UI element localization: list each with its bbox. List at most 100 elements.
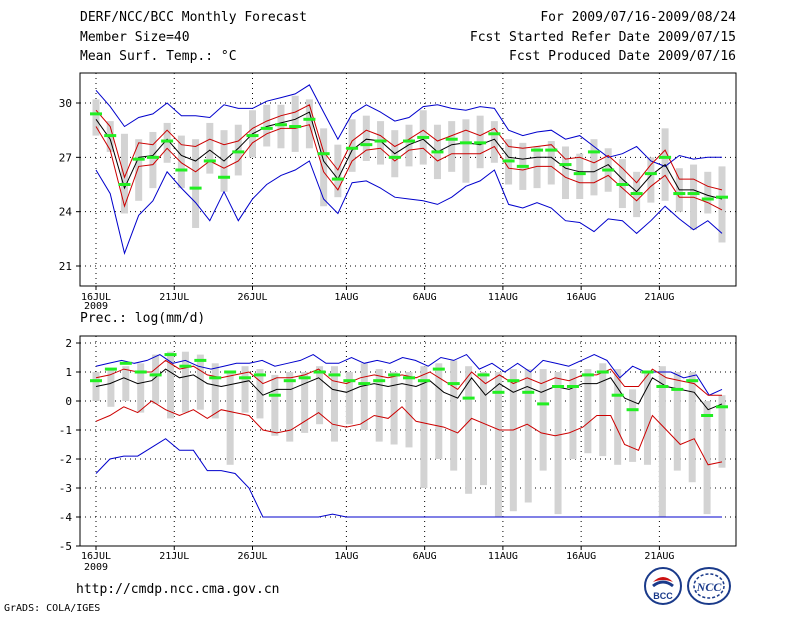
temp-median-mark bbox=[673, 192, 686, 196]
prec-spread-box bbox=[494, 372, 502, 517]
temp-ytick-label: 21 bbox=[59, 260, 72, 273]
temp-median-mark bbox=[218, 175, 231, 179]
prec-median-mark bbox=[209, 376, 222, 380]
prec-ytick-label: 0 bbox=[65, 395, 72, 408]
prec-median-mark bbox=[194, 358, 207, 362]
temp-spread-box bbox=[348, 119, 356, 172]
temp-median-mark bbox=[274, 123, 287, 127]
temp-median-mark bbox=[502, 159, 515, 163]
temp-xtick-label: 16AUG bbox=[566, 292, 596, 303]
prec-xtick-label: 6AUG bbox=[413, 551, 437, 562]
temp-median-mark bbox=[189, 186, 202, 190]
prec-xtick-label: 26JUL bbox=[237, 551, 267, 562]
prec-median-mark bbox=[388, 373, 401, 377]
temp-median-mark bbox=[573, 172, 586, 176]
prec-median-mark bbox=[566, 385, 579, 388]
prec-median-mark bbox=[581, 373, 594, 377]
prec-median-mark bbox=[611, 393, 624, 397]
prec-ytick-label: -5 bbox=[59, 540, 72, 553]
temp-median-mark bbox=[289, 125, 302, 129]
prec-median-mark bbox=[328, 373, 341, 377]
prec-median-mark bbox=[134, 370, 147, 374]
temp-median-mark bbox=[531, 148, 544, 152]
prec-median-mark bbox=[179, 364, 192, 368]
prec-panel-group: -5 -4 -3 -2 -1 0 1 2 16JUL 21JUL 26JUL 1AUG 6AUG 11AU… bbox=[59, 311, 737, 573]
prec-median-mark bbox=[552, 385, 565, 388]
prec-spread-box bbox=[211, 363, 219, 419]
prec-spread-box bbox=[256, 369, 264, 419]
prec-spread-box bbox=[435, 363, 443, 459]
prec-xtick-label: 11AUG bbox=[488, 551, 518, 562]
temp-spread-box bbox=[291, 95, 299, 152]
prec-median-mark bbox=[403, 376, 415, 380]
temp-median-mark bbox=[303, 117, 316, 121]
temp-spread-box bbox=[362, 115, 370, 161]
temp-median-mark bbox=[403, 139, 415, 143]
prec-spread-box bbox=[286, 372, 294, 442]
temp-median-mark bbox=[687, 192, 700, 196]
prec-spread-box bbox=[345, 372, 353, 425]
prec-spread-box bbox=[509, 369, 517, 512]
temp-spread-box bbox=[234, 124, 242, 176]
prec-spread-box bbox=[658, 366, 666, 517]
prec-median-mark bbox=[373, 379, 386, 383]
prec-ytick-label: -2 bbox=[59, 453, 72, 466]
temp-median-mark bbox=[232, 150, 245, 154]
prec-series-mean bbox=[95, 368, 723, 411]
prec-spread-box bbox=[569, 369, 577, 459]
prec-median-mark bbox=[268, 393, 281, 397]
prec-median-mark bbox=[119, 361, 132, 365]
bcc-logo-text: BCC bbox=[653, 591, 673, 601]
prec-ytick-label: 1 bbox=[65, 366, 72, 379]
prec-spread-box bbox=[554, 372, 562, 515]
temp-ytick-label: 24 bbox=[59, 206, 73, 219]
prec-spread-box bbox=[703, 401, 711, 515]
temp-spread-box bbox=[135, 139, 143, 201]
prec-spread-box bbox=[360, 363, 368, 430]
prec-median-mark bbox=[716, 405, 728, 409]
temp-spread-box bbox=[704, 171, 712, 214]
prec-plot-frame bbox=[79, 335, 737, 547]
temp-median-mark bbox=[659, 155, 672, 159]
prec-spread-box bbox=[316, 366, 324, 425]
temp-median-mark bbox=[175, 168, 188, 172]
prec-spread-box bbox=[181, 351, 189, 413]
prec-median-mark bbox=[701, 414, 714, 417]
prec-median-mark bbox=[104, 367, 117, 371]
temp-median-mark bbox=[161, 139, 174, 143]
bcc-logo: BCC bbox=[644, 567, 682, 605]
prec-spread-box bbox=[480, 372, 488, 486]
prec-spread-box bbox=[241, 366, 249, 413]
prec-series-p10 bbox=[95, 400, 723, 466]
prec-xtick-label: 21AUG bbox=[644, 551, 674, 562]
temp-median-mark bbox=[602, 168, 615, 172]
temp-spread-box bbox=[562, 146, 569, 199]
prec-panel-title: Prec.: log(mm/d) bbox=[80, 311, 205, 326]
prec-spread-box bbox=[465, 366, 473, 494]
prec-spread-box bbox=[226, 372, 234, 465]
temp-median-mark bbox=[132, 157, 145, 161]
temp-spread-box bbox=[547, 141, 555, 185]
prec-spread-box bbox=[167, 351, 175, 419]
forecast-produced-date: Fcst Produced Date 2009/07/16 bbox=[509, 49, 736, 64]
prec-median-mark bbox=[477, 373, 490, 377]
prec-spread-box bbox=[390, 372, 398, 445]
temp-spread-box bbox=[92, 99, 100, 136]
prec-ytick-label: 2 bbox=[65, 337, 72, 350]
prec-median-mark bbox=[343, 379, 356, 383]
temp-spread-box bbox=[334, 144, 342, 198]
prec-ytick-label: -1 bbox=[59, 424, 72, 437]
temp-spread-box bbox=[718, 166, 726, 243]
temp-median-mark bbox=[616, 183, 629, 186]
temp-xtick-label: 26JUL bbox=[237, 292, 267, 303]
prec-median-mark bbox=[313, 370, 326, 374]
chart-title: DERF/NCC/BCC Monthly Forecast bbox=[80, 10, 307, 25]
prec-spread-box bbox=[584, 369, 592, 454]
prec-median-mark bbox=[656, 385, 669, 388]
prec-ytick-label: -3 bbox=[59, 482, 72, 495]
temp-spread-box bbox=[149, 131, 157, 189]
temp-spread-box bbox=[377, 121, 385, 165]
source-url[interactable]: http://cmdp.ncc.cma.gov.cn bbox=[76, 582, 280, 597]
temp-median-mark bbox=[559, 163, 572, 167]
